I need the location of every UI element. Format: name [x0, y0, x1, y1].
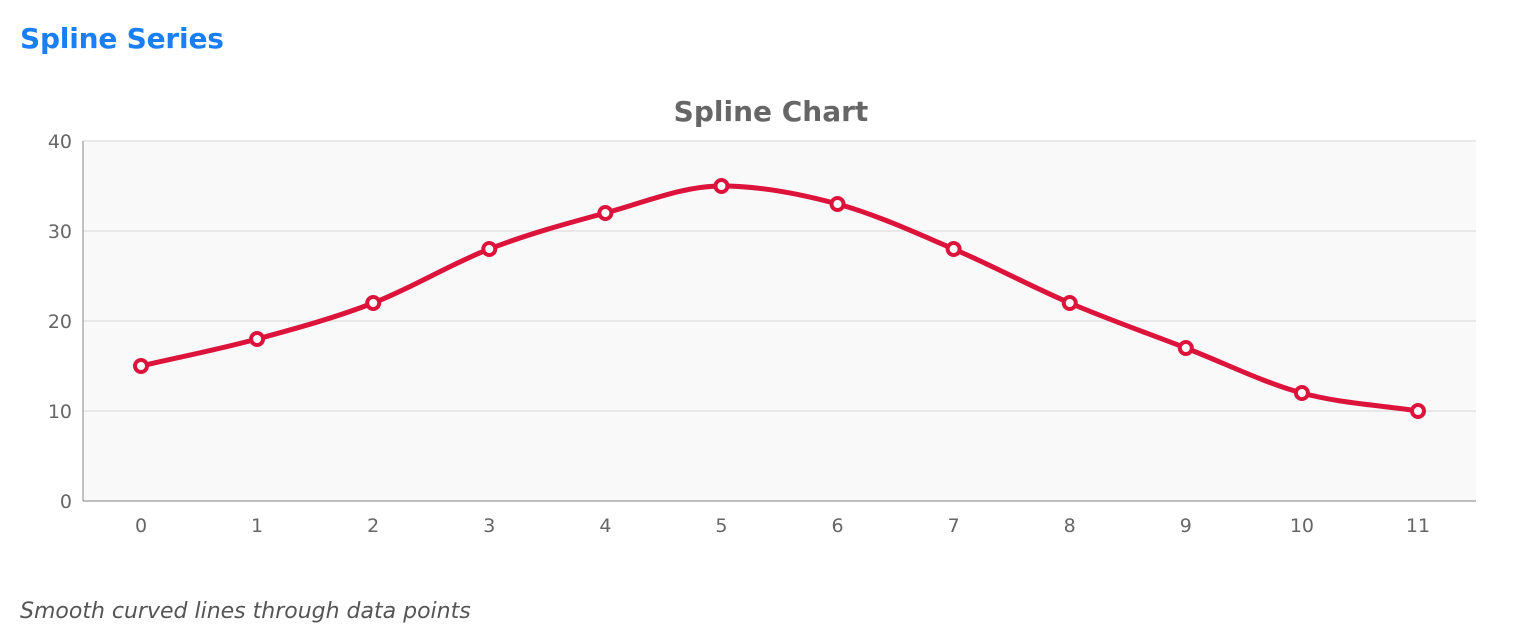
x-tick-label: 10 — [1290, 515, 1314, 537]
x-tick-label: 9 — [1180, 515, 1192, 537]
series-layer — [138, 183, 1421, 414]
x-tick-label: 3 — [483, 515, 495, 537]
axes — [82, 141, 1476, 502]
x-tick-label: 2 — [367, 515, 379, 537]
marker-layer — [133, 178, 1426, 419]
data-point — [249, 331, 266, 347]
data-point — [481, 241, 498, 257]
x-tick-label: 8 — [1064, 515, 1076, 537]
page-title: Spline Series — [20, 22, 224, 55]
x-tick-label: 1 — [251, 515, 263, 537]
y-tick-label: 20 — [48, 311, 72, 333]
data-point — [365, 295, 382, 311]
x-tick-label: 0 — [135, 515, 147, 537]
chart-title: Spline Chart — [674, 95, 869, 128]
y-tick-label: 10 — [48, 401, 72, 423]
y-tick-label: 40 — [48, 131, 72, 153]
data-point — [133, 358, 149, 374]
data-point — [1293, 385, 1310, 401]
x-tick-label: 7 — [948, 515, 960, 537]
y-tick-label: 30 — [48, 221, 72, 243]
chart-caption: Smooth curved lines through data points — [20, 599, 471, 624]
x-tick-label: 6 — [831, 515, 843, 537]
x-tick-label: 4 — [599, 515, 611, 537]
chart-svg: 0 10 20 30 40 0 1 2 3 4 5 6 7 8 9 10 11 Spline Chart — [48, 95, 1476, 537]
tick-labels: 0 10 20 30 40 0 1 2 3 4 5 6 7 8 9 10 11 — [48, 131, 1430, 537]
data-point — [1410, 403, 1426, 419]
series-line — [138, 183, 1421, 414]
x-tick-label: 11 — [1406, 515, 1430, 537]
data-point — [713, 178, 730, 194]
y-tick-label: 0 — [60, 491, 72, 513]
x-tick-label: 5 — [715, 515, 727, 537]
data-point — [597, 205, 614, 221]
data-point — [1061, 295, 1078, 311]
data-point — [1177, 340, 1194, 356]
data-point — [829, 196, 846, 212]
spline-chart: 0 10 20 30 40 0 1 2 3 4 5 6 7 8 9 10 11 Spline Chart — [0, 80, 1540, 550]
data-point — [945, 241, 962, 257]
